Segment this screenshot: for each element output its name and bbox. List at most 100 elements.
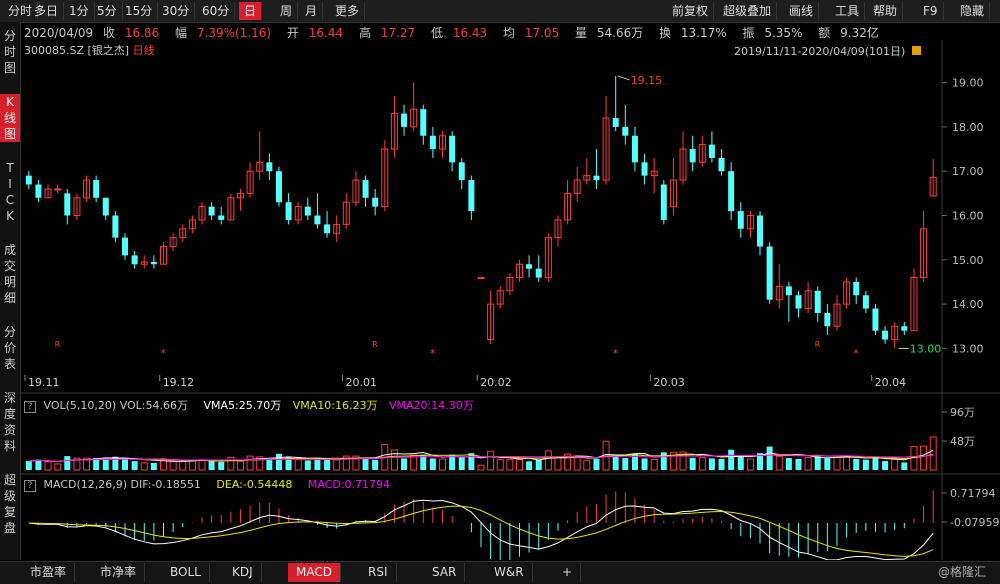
candle-body xyxy=(122,237,129,256)
candle-body xyxy=(650,170,658,177)
chart-area[interactable]: 19.00 18.00 17.00 16.00 15.00 14.00 13.00 19.15… xyxy=(20,40,1000,560)
candle-body xyxy=(35,184,42,198)
candle-body xyxy=(593,175,600,181)
price-axis-label: 17.00 xyxy=(952,165,984,178)
period-tab-6[interactable]: 60分 xyxy=(197,2,236,20)
event-marker: R xyxy=(372,340,378,349)
close-value: 16.86 xyxy=(124,26,160,40)
volume-bar xyxy=(506,459,514,471)
vma20-value: VMA20:14.30万 xyxy=(389,399,474,412)
volume-bar xyxy=(766,446,773,470)
tool-button-5[interactable]: F9 xyxy=(918,2,944,20)
period-tab-2[interactable]: 1分 xyxy=(64,2,95,20)
tool-button-0[interactable]: 前复权 xyxy=(667,2,715,20)
watermark: @格隆汇 xyxy=(938,565,987,579)
candle-body xyxy=(843,281,851,305)
volume-bar xyxy=(275,453,282,470)
period-tab-4[interactable]: 15分 xyxy=(120,2,159,20)
candle-body xyxy=(515,263,523,279)
lock-icon[interactable] xyxy=(911,46,921,55)
view-tab-5[interactable]: 深度资料 xyxy=(3,391,16,453)
indicator-tab-2[interactable]: BOLL xyxy=(162,563,210,582)
period-label: 日线 xyxy=(132,44,155,57)
price-axis-label: 14.00 xyxy=(952,298,984,311)
volume-bar xyxy=(622,458,629,470)
period-tab-0[interactable]: 分时 xyxy=(3,2,39,20)
volume-bar xyxy=(910,446,918,471)
volume-bar xyxy=(468,453,475,470)
candle-body xyxy=(429,135,436,150)
candle-body xyxy=(410,108,418,128)
volume-bar xyxy=(410,454,418,471)
help-icon[interactable]: ? xyxy=(24,480,36,492)
period-tab-7[interactable]: 日 xyxy=(239,2,263,20)
vol-title: VOL(5,10,20) xyxy=(43,399,117,412)
indicator-tab-7[interactable]: W&R xyxy=(486,563,533,582)
volume-bar xyxy=(304,460,311,470)
price-axis-label: 18.00 xyxy=(952,121,984,134)
volume-bar xyxy=(526,461,533,470)
candle-body xyxy=(833,303,841,327)
period-tab-1[interactable]: 多日 xyxy=(29,2,65,20)
volume-bar xyxy=(131,461,138,470)
volume-bar xyxy=(583,460,591,471)
event-marker: * xyxy=(430,347,436,360)
indicator-tab-0[interactable]: 市盈率 xyxy=(22,563,76,582)
period-tab-10[interactable]: 更多 xyxy=(330,2,366,20)
volume-bar xyxy=(439,458,447,471)
indicator-tab-5[interactable]: RSI xyxy=(360,563,397,582)
volume-bar xyxy=(73,457,81,471)
price-axis-label: 13.00 xyxy=(952,342,984,355)
view-tab-0[interactable]: 分时图 xyxy=(3,29,16,75)
tool-button-1[interactable]: 超级叠加 xyxy=(718,2,778,20)
volume-bar xyxy=(612,455,619,470)
add-indicator-button[interactable]: + xyxy=(554,563,582,582)
view-tab-3[interactable]: 成交明细 xyxy=(3,243,16,305)
candle-body xyxy=(362,180,369,198)
candle-body xyxy=(304,206,311,216)
tool-button-3[interactable]: 工具 xyxy=(830,2,866,20)
candle-body xyxy=(83,179,91,199)
volume-bar xyxy=(746,458,754,471)
candle-body xyxy=(929,176,937,197)
volume-bar xyxy=(25,461,32,470)
period-tab-9[interactable]: 月 xyxy=(300,2,324,20)
period-tab-3[interactable]: 5分 xyxy=(92,2,123,20)
view-tab-6[interactable]: 超级复盘 xyxy=(3,473,16,535)
volume-bar xyxy=(650,458,658,471)
candle-body xyxy=(227,197,235,221)
turnover-label: 换 xyxy=(659,26,672,40)
volume-bar xyxy=(420,454,427,470)
tool-button-2[interactable]: 画线 xyxy=(784,2,820,20)
avg-label: 均 xyxy=(503,26,516,40)
vma10-value: VMA10:16.23万 xyxy=(292,399,378,412)
candle-body xyxy=(64,193,71,216)
indicator-tab-6[interactable]: SAR xyxy=(424,563,466,582)
candle-body xyxy=(131,255,138,265)
macd-value: MACD:0.71794 xyxy=(307,478,390,491)
period-tab-5[interactable]: 30分 xyxy=(157,2,196,20)
candle-body xyxy=(891,325,899,341)
vma5-value: VMA5:25.70万 xyxy=(203,399,282,412)
candle-body xyxy=(679,148,687,181)
candle-body xyxy=(275,171,282,203)
period-tab-8[interactable]: 周 xyxy=(275,2,299,20)
candle-body xyxy=(381,148,389,208)
candle-body xyxy=(333,223,341,234)
tool-button-4[interactable]: 帮助 xyxy=(868,2,904,20)
help-icon[interactable]: ? xyxy=(24,401,36,413)
candle-body xyxy=(218,215,225,220)
volume-bar xyxy=(477,464,485,471)
indicator-tab-4[interactable]: MACD xyxy=(288,563,341,582)
view-tab-4[interactable]: 分价表 xyxy=(3,325,16,371)
candle-body xyxy=(824,312,831,327)
tool-button-6[interactable]: 隐藏 xyxy=(955,2,991,20)
vol-value: VOL:54.66万 xyxy=(119,399,189,412)
indicator-tab-3[interactable]: KDJ xyxy=(224,563,262,582)
indicator-tab-1[interactable]: 市净率 xyxy=(92,563,146,582)
candle-body xyxy=(458,162,465,181)
volume-bar xyxy=(631,454,638,470)
volume-bar xyxy=(891,458,899,471)
